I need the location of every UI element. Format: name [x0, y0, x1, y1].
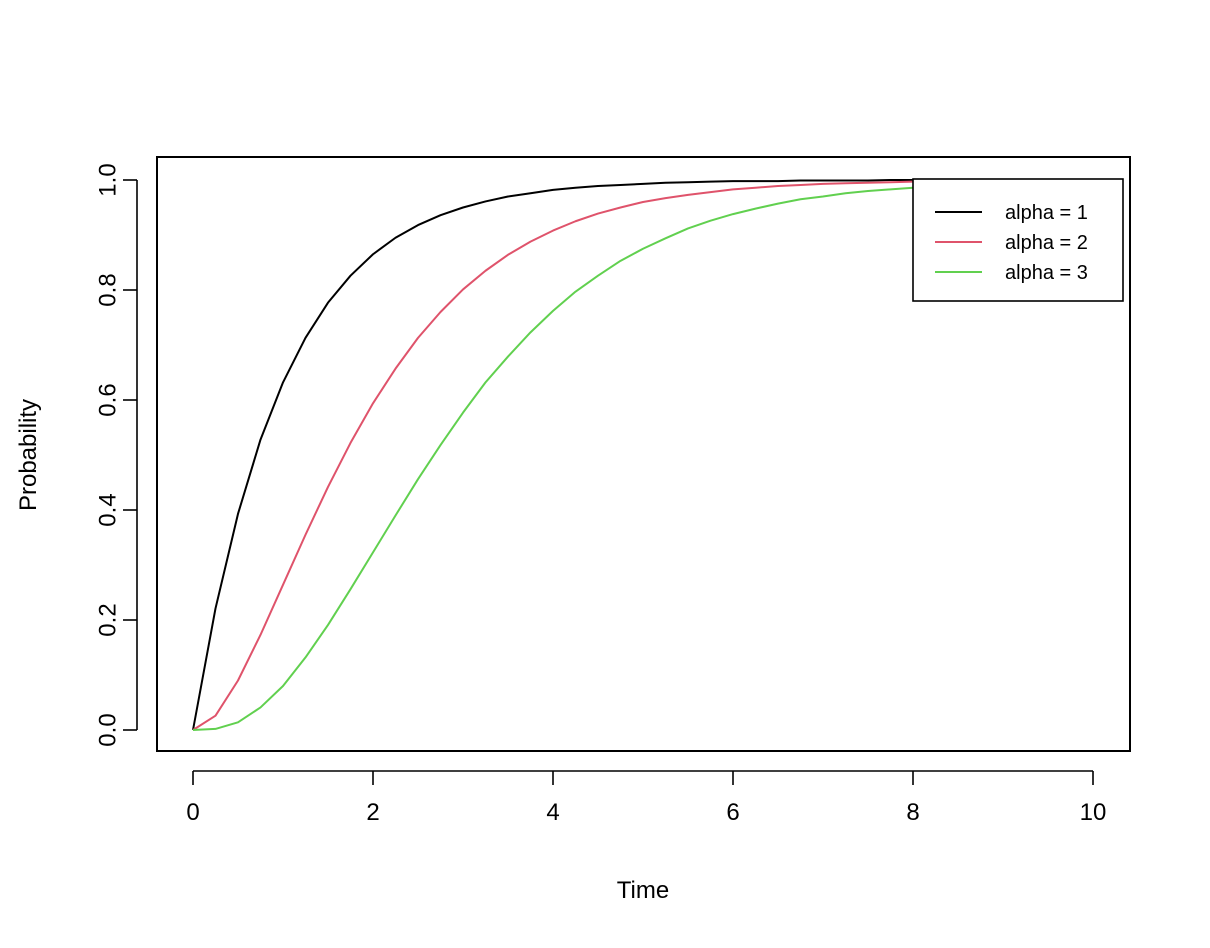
y-tick-label-2: 0.4 — [95, 493, 122, 526]
y-axis: 0.0 0.2 0.4 0.6 0.8 1.0 — [95, 163, 138, 747]
legend-label-alpha-2: alpha = 2 — [1005, 232, 1088, 254]
x-tick-label-1: 2 — [366, 799, 379, 826]
x-axis: 0 2 4 6 8 10 — [186, 770, 1107, 826]
plot-frame — [156, 156, 1131, 752]
y-tick-label-4: 0.8 — [95, 273, 122, 306]
x-tick-label-5: 10 — [1080, 799, 1107, 826]
y-tick-label-0: 0.0 — [95, 713, 122, 746]
x-axis-label: Time — [617, 877, 669, 904]
legend-label-alpha-3: alpha = 3 — [1005, 262, 1088, 284]
legend: alpha = 1 alpha = 2 alpha = 3 — [912, 178, 1124, 302]
y-tick-label-5: 1.0 — [95, 163, 122, 196]
y-tick-label-3: 0.6 — [95, 383, 122, 416]
x-tick-label-3: 6 — [726, 799, 739, 826]
x-tick-label-0: 0 — [186, 799, 199, 826]
x-tick-label-4: 8 — [906, 799, 919, 826]
y-axis-label: Probability — [15, 399, 42, 511]
x-tick-label-2: 4 — [546, 799, 559, 826]
y-tick-label-1: 0.2 — [95, 603, 122, 636]
legend-box — [912, 178, 1124, 302]
legend-label-alpha-1: alpha = 1 — [1005, 202, 1088, 224]
